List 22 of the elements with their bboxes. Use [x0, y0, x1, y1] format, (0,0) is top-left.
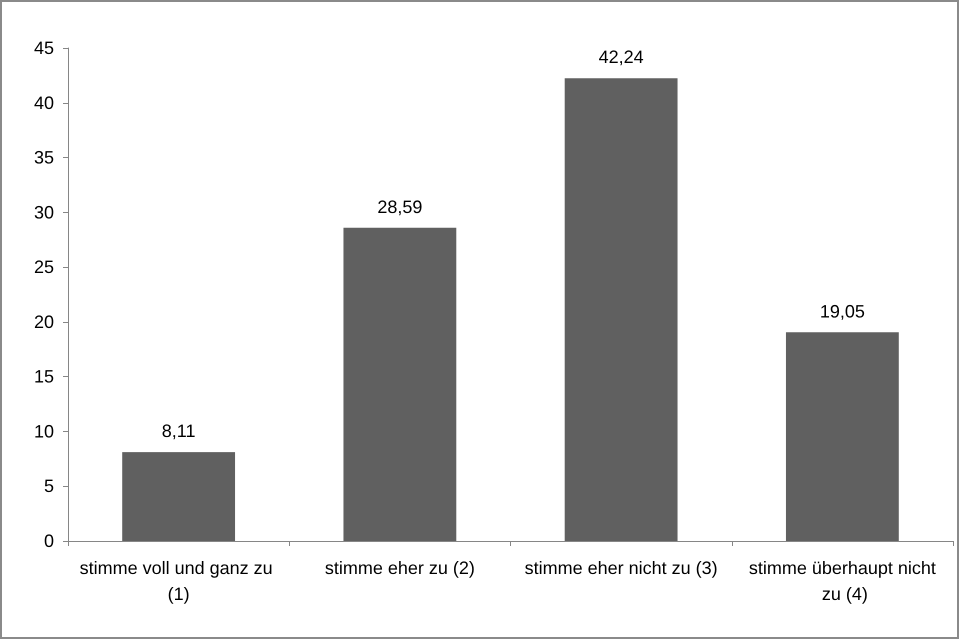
y-tick-label: 5 — [44, 476, 54, 496]
x-tick-label: stimme eher nicht zu (3) — [524, 558, 718, 578]
y-tick-label: 25 — [34, 257, 54, 278]
data-label: 19,05 — [820, 301, 865, 322]
x-tick-label: stimme eher zu (2) — [324, 558, 475, 578]
data-label: 42,24 — [598, 47, 644, 68]
y-tick-label: 30 — [34, 202, 54, 222]
y-tick-label: 0 — [44, 531, 54, 551]
x-tick-label: stimme voll und ganz zu (1) — [80, 558, 278, 604]
data-label: 8,11 — [162, 421, 196, 442]
bar — [564, 78, 678, 541]
y-tick-label: 10 — [34, 421, 54, 442]
y-tick-label: 35 — [34, 148, 54, 168]
bar — [786, 332, 899, 541]
bar — [122, 452, 236, 541]
x-tick-label: stimme überhaupt nicht zu (4) — [748, 558, 936, 604]
y-tick-label: 40 — [34, 92, 54, 113]
y-tick-label: 15 — [34, 366, 54, 387]
bar — [343, 228, 456, 541]
y-tick-label: 20 — [34, 312, 54, 332]
data-label: 28,59 — [377, 196, 422, 217]
y-tick-label: 45 — [34, 38, 54, 58]
